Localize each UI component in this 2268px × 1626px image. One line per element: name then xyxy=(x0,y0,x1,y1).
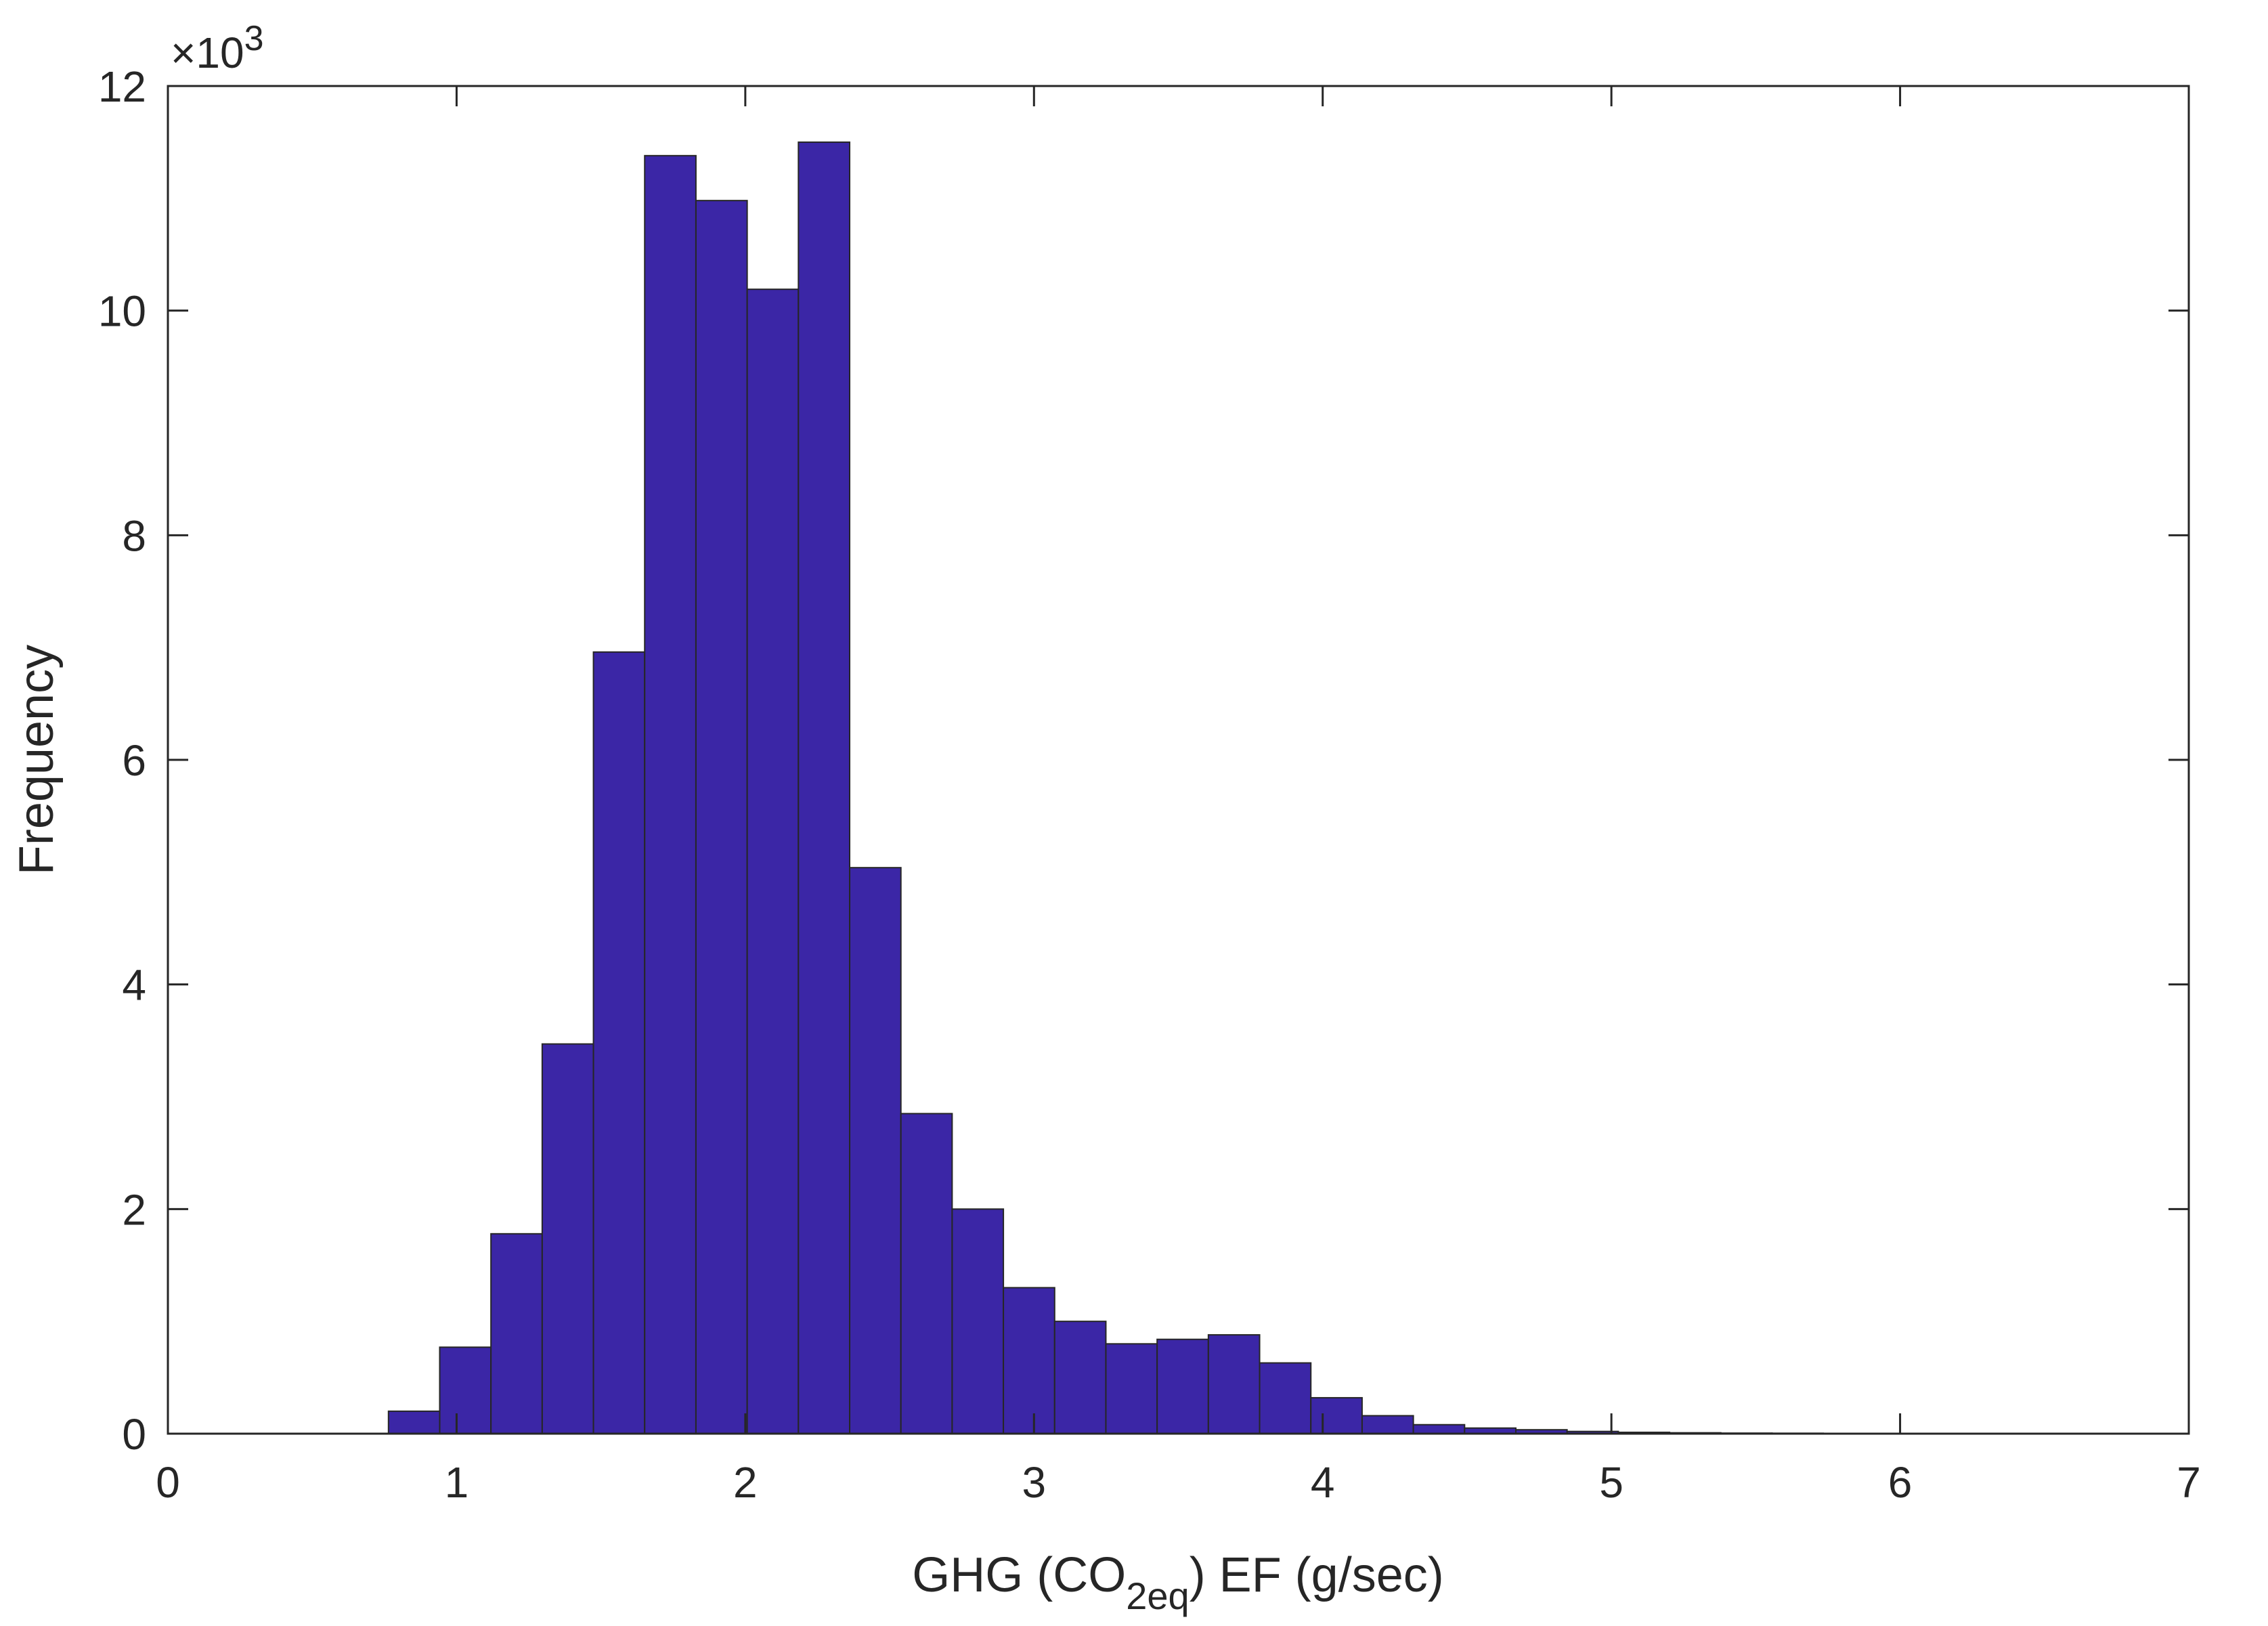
y-multiplier-base: ×10 xyxy=(171,28,244,77)
plot-area xyxy=(168,86,2189,1434)
bars-group xyxy=(387,141,1927,1435)
histogram-bar xyxy=(1310,1396,1363,1435)
x-tick-label: 0 xyxy=(156,1458,180,1507)
histogram-bar xyxy=(1412,1424,1466,1435)
histogram-bar xyxy=(1259,1362,1312,1435)
x-axis-label-prefix: GHG (CO xyxy=(912,1548,1126,1602)
histogram-bar xyxy=(695,200,748,1434)
histogram-bar xyxy=(644,154,697,1435)
y-multiplier-exponent: 3 xyxy=(244,19,264,58)
histogram-bar xyxy=(849,867,902,1434)
histogram-bar xyxy=(1207,1334,1261,1434)
histogram-bar xyxy=(1105,1343,1158,1435)
x-tick-label: 3 xyxy=(1022,1458,1046,1507)
x-tick-label: 6 xyxy=(1888,1458,1913,1507)
x-axis-label-suffix: ) EF (g/sec) xyxy=(1190,1548,1444,1602)
x-axis-label: GHG (CO2eq) EF (g/sec) xyxy=(912,1548,1443,1617)
histogram-bar xyxy=(439,1346,492,1435)
x-tick-label: 7 xyxy=(2177,1458,2201,1507)
histogram-bar xyxy=(1053,1321,1107,1434)
y-tick-label: 10 xyxy=(98,287,146,336)
histogram-bar xyxy=(490,1233,543,1434)
y-tick-label: 4 xyxy=(122,961,146,1010)
y-tick-label: 2 xyxy=(122,1185,146,1234)
y-tick-label: 0 xyxy=(122,1410,146,1459)
histogram-bar xyxy=(951,1208,1005,1435)
histogram-bar xyxy=(746,288,800,1434)
y-multiplier: ×103 xyxy=(171,19,263,77)
x-tick-label: 5 xyxy=(1599,1458,1623,1507)
ticks-group xyxy=(167,85,2190,1435)
x-tick-label: 2 xyxy=(733,1458,758,1507)
x-tick-label: 1 xyxy=(445,1458,469,1507)
y-tick-label: 12 xyxy=(98,62,146,111)
y-tick-label: 6 xyxy=(122,736,146,785)
histogram-bar xyxy=(798,141,851,1435)
histogram-bar xyxy=(1361,1415,1414,1434)
histogram-bar xyxy=(541,1043,594,1434)
x-axis-label-subscript: 2eq xyxy=(1126,1575,1189,1617)
histogram-bar xyxy=(592,651,646,1434)
x-tick-label: 4 xyxy=(1311,1458,1335,1507)
histogram-bar xyxy=(1003,1287,1055,1434)
histogram-bar xyxy=(900,1113,953,1434)
y-tick-label: 8 xyxy=(122,511,146,560)
y-axis-label: Frequency xyxy=(9,645,64,875)
histogram-bar xyxy=(387,1410,441,1434)
histogram-bar xyxy=(1156,1338,1209,1434)
